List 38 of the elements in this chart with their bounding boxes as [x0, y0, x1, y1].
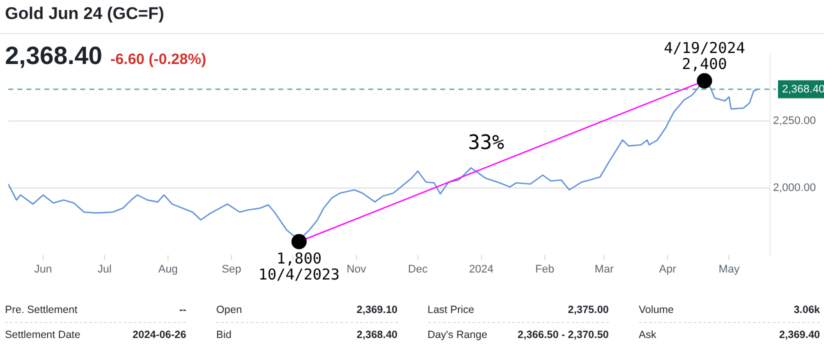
- text: --: [179, 304, 186, 316]
- y-tick-label: 2,000.00: [773, 182, 816, 194]
- x-tick-label: Nov: [346, 264, 367, 276]
- text: Settlement Date: [5, 329, 80, 341]
- annotation: 10/4/2023: [258, 266, 340, 284]
- x-tick-label: Jul: [98, 264, 112, 276]
- x-tick-label: Aug: [158, 264, 178, 276]
- x-tick-label: Dec: [408, 264, 428, 276]
- annotation: 1,800: [276, 250, 322, 268]
- ref-line-label: 2,368.40: [782, 83, 824, 96]
- annotation: -6.60 (-0.28%): [110, 51, 206, 68]
- chart-subtitle: 2,368.40: [5, 42, 102, 71]
- text: 3.06k: [794, 304, 820, 316]
- annotation: 2,400: [682, 54, 728, 73]
- text: 2024-06-26: [132, 329, 186, 341]
- chart-title: Gold Jun 24 (GC=F): [5, 4, 164, 24]
- x-tick-label: Sep: [222, 264, 242, 276]
- text: Pre. Settlement: [5, 304, 78, 316]
- text: 2,368.40: [356, 329, 398, 341]
- text: Last Price: [428, 304, 474, 316]
- text: 2,369.40: [779, 329, 820, 341]
- text: 2,375.00: [568, 304, 609, 316]
- text: Open: [216, 304, 242, 316]
- text: Bid: [216, 329, 232, 341]
- x-tick-label: May: [718, 264, 740, 276]
- text: Volume: [638, 304, 674, 316]
- annotation: 33%: [468, 130, 504, 154]
- x-tick-label: Feb: [535, 264, 554, 276]
- annotation: 4/19/2024: [664, 38, 746, 57]
- text: 2,369.10: [356, 304, 398, 316]
- text: Ask: [638, 329, 656, 341]
- x-tick-label: 2024: [469, 264, 494, 276]
- x-tick-label: Apr: [659, 264, 677, 276]
- text: 2,366.50 - 2,370.50: [518, 329, 609, 341]
- x-tick-label: Jun: [34, 264, 52, 276]
- y-tick-label: 2,250.00: [773, 115, 816, 128]
- x-tick-label: Mar: [594, 264, 614, 276]
- text: Day's Range: [428, 329, 488, 341]
